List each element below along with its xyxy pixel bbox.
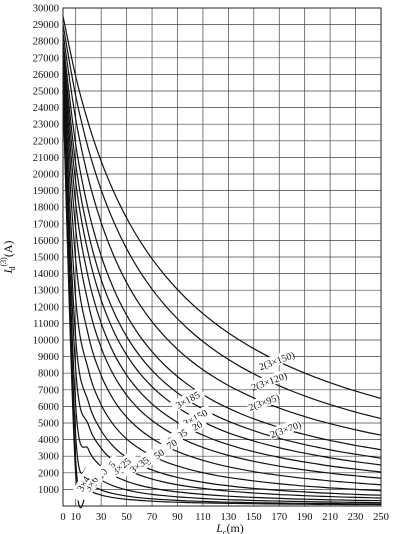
series-line-3-150 — [62, 52, 382, 466]
curve-label-background — [122, 449, 157, 479]
y-tick-label: 10000 — [33, 336, 59, 347]
series-line-3-4 — [62, 92, 382, 509]
y-tick-label: 30000 — [33, 4, 59, 15]
x-tick-label: 210 — [322, 512, 338, 523]
series-line-3-50 — [62, 72, 382, 492]
x-tick-label: 110 — [195, 512, 210, 523]
y-tick-label: 18000 — [33, 203, 59, 214]
x-tick-label: 50 — [121, 512, 132, 523]
curve-label-background — [258, 349, 295, 372]
y-tick-label: 13000 — [33, 286, 59, 297]
series-line-3-70 — [62, 67, 382, 486]
series-line-3-120 — [62, 57, 382, 473]
grid-lines — [62, 7, 382, 506]
series-line-3-25 — [62, 82, 382, 499]
curve-label-background — [69, 466, 97, 501]
series-line-3-95 — [62, 62, 382, 479]
y-tick-label: 5000 — [38, 419, 59, 430]
y-tick-label: 24000 — [33, 103, 59, 114]
y-tick-label: 8000 — [38, 369, 59, 380]
series-line-2-3-95 — [62, 32, 382, 436]
series-line-2-3-120 — [62, 24, 382, 420]
series-line-3-35 — [62, 77, 382, 496]
x-axis-label-sub: c — [223, 528, 227, 534]
curve-label-background — [169, 386, 206, 413]
y-tick-label: 6000 — [38, 402, 59, 413]
curve-label-background — [245, 390, 282, 413]
series-line-2-3-70 — [62, 41, 382, 451]
plot-frame — [62, 7, 382, 507]
y-tick-label: 17000 — [33, 219, 59, 230]
y-tick-label: 21000 — [33, 153, 59, 164]
curve-label-2-3-120: 2(3×120) — [250, 371, 289, 394]
x-tick-label: 130 — [220, 512, 236, 523]
x-axis-label-unit: (m) — [226, 521, 243, 534]
x-tick-label: 30 — [96, 512, 107, 523]
y-axis-label-unit: (A) — [1, 241, 15, 258]
curve-label-background — [251, 369, 287, 392]
y-tick-label: 1000 — [38, 485, 59, 496]
y-tick-label: 3000 — [38, 452, 59, 463]
y-tick-label: 2000 — [38, 468, 59, 479]
y-tick-label: 11000 — [33, 319, 59, 330]
curve-label-layer: 2(3×150)2(3×120)2(3×95)2(3×70)3×1853×150… — [69, 349, 304, 501]
x-tick-label: 230 — [348, 512, 364, 523]
x-tick-label: 190 — [297, 512, 313, 523]
x-tick-label: 170 — [271, 512, 287, 523]
x-tick-labels: 0 10 30 50 70 90 110 130 150 170 190 210 230 250 — [60, 512, 389, 523]
y-tick-label: 27000 — [33, 53, 59, 64]
series-line-3-16 — [62, 85, 382, 502]
y-axis-label-sub: d — [8, 267, 17, 271]
series-line-3-185 — [62, 47, 382, 459]
series-line-3-6 — [62, 90, 382, 505]
y-tick-label: 22000 — [33, 136, 59, 147]
y-tick-label: 20000 — [33, 170, 59, 181]
x-tick-label: 90 — [172, 512, 183, 523]
y-tick-label: 9000 — [38, 352, 59, 363]
x-tick-label: 150 — [246, 512, 262, 523]
y-tick-label: 28000 — [33, 37, 59, 48]
y-tick-label: 16000 — [33, 236, 59, 247]
y-tick-label: 7000 — [38, 385, 59, 396]
y-axis-label-main: I — [1, 269, 15, 275]
curve-label-background — [267, 417, 304, 440]
x-tick-label: 10 — [70, 512, 81, 523]
curve-layer — [62, 16, 382, 509]
y-tick-labels: 1000 2000 3000 4000 5000 6000 7000 8000 9000 1000… — [33, 4, 59, 496]
y-tick-label: 15000 — [33, 253, 59, 264]
y-tick-label: 25000 — [33, 87, 59, 98]
curve-label-2-3-95: 2(3×95) — [247, 392, 281, 413]
y-tick-label: 26000 — [33, 70, 59, 81]
y-axis-label-sup: (3) — [0, 257, 8, 267]
series-line-2-3-150 — [62, 16, 382, 399]
y-axis-label: Id(3)(A) — [0, 241, 17, 275]
curve-label-background — [104, 450, 138, 481]
y-tick-label: 19000 — [33, 186, 59, 197]
y-tick-label: 14000 — [33, 269, 59, 280]
x-tick-label: 0 — [60, 512, 65, 523]
y-tick-label: 12000 — [33, 302, 59, 313]
y-tick-label: 29000 — [33, 20, 59, 31]
y-tick-label: 23000 — [33, 120, 59, 131]
x-axis-label: Lc(m) — [215, 521, 244, 534]
curve-label-background — [177, 404, 213, 431]
x-tick-label: 70 — [147, 512, 158, 523]
x-axis-label-main: L — [215, 521, 223, 534]
x-tick-label: 250 — [373, 512, 389, 523]
y-tick-label: 4000 — [38, 435, 59, 446]
